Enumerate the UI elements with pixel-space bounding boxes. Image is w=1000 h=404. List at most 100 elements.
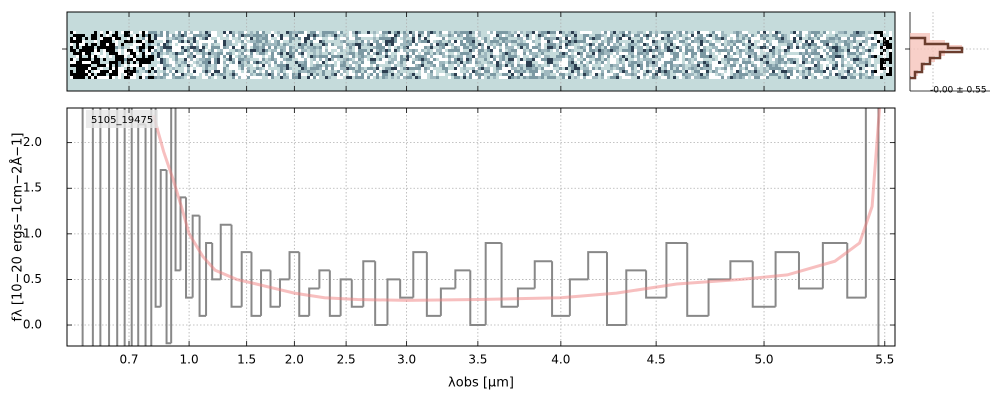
pixel bbox=[433, 49, 436, 52]
pixel bbox=[574, 55, 577, 58]
pixel bbox=[481, 31, 484, 34]
pixel bbox=[421, 70, 424, 73]
pixel bbox=[568, 37, 571, 40]
pixel bbox=[214, 55, 217, 58]
pixel bbox=[160, 43, 163, 46]
pixel bbox=[346, 70, 349, 73]
pixel bbox=[640, 73, 643, 76]
pixel bbox=[616, 61, 619, 64]
pixel bbox=[307, 67, 310, 70]
pixel bbox=[685, 73, 688, 76]
pixel bbox=[652, 70, 655, 73]
pixel bbox=[334, 31, 337, 34]
pixel bbox=[175, 76, 178, 79]
pixel bbox=[106, 34, 109, 37]
pixel bbox=[184, 43, 187, 46]
pixel bbox=[775, 73, 778, 76]
pixel bbox=[268, 61, 271, 64]
pixel bbox=[610, 43, 613, 46]
pixel bbox=[715, 67, 718, 70]
pixel bbox=[700, 73, 703, 76]
pixel bbox=[772, 64, 775, 67]
pixel bbox=[385, 73, 388, 76]
pixel bbox=[232, 40, 235, 43]
pixel bbox=[199, 64, 202, 67]
pixel bbox=[871, 67, 874, 70]
pixel bbox=[715, 58, 718, 61]
pixel bbox=[106, 49, 109, 52]
pixel bbox=[862, 70, 865, 73]
pixel bbox=[688, 58, 691, 61]
pixel bbox=[556, 58, 559, 61]
pixel bbox=[577, 67, 580, 70]
pixel bbox=[262, 46, 265, 49]
pixel bbox=[601, 43, 604, 46]
pixel bbox=[889, 40, 892, 43]
pixel bbox=[100, 34, 103, 37]
pixel bbox=[829, 31, 832, 34]
pixel bbox=[625, 70, 628, 73]
pixel bbox=[376, 31, 379, 34]
pixel bbox=[562, 61, 565, 64]
pixel bbox=[232, 70, 235, 73]
pixel bbox=[355, 55, 358, 58]
pixel bbox=[127, 52, 130, 55]
pixel bbox=[409, 46, 412, 49]
pixel bbox=[610, 58, 613, 61]
pixel bbox=[505, 67, 508, 70]
pixel bbox=[877, 46, 880, 49]
pixel bbox=[382, 43, 385, 46]
pixel bbox=[532, 61, 535, 64]
pixel bbox=[823, 46, 826, 49]
pixel bbox=[439, 49, 442, 52]
pixel bbox=[631, 40, 634, 43]
pixel bbox=[586, 31, 589, 34]
pixel bbox=[79, 64, 82, 67]
pixel bbox=[235, 61, 238, 64]
pixel bbox=[235, 40, 238, 43]
pixel bbox=[382, 64, 385, 67]
pixel bbox=[178, 46, 181, 49]
pixel bbox=[577, 40, 580, 43]
pixel bbox=[385, 58, 388, 61]
pixel bbox=[637, 40, 640, 43]
pixel bbox=[274, 67, 277, 70]
pixel bbox=[448, 73, 451, 76]
pixel bbox=[835, 76, 838, 79]
pixel bbox=[829, 76, 832, 79]
pixel bbox=[757, 73, 760, 76]
pixel bbox=[841, 61, 844, 64]
pixel bbox=[619, 67, 622, 70]
pixel bbox=[805, 76, 808, 79]
pixel bbox=[307, 31, 310, 34]
pixel bbox=[772, 49, 775, 52]
pixel bbox=[793, 52, 796, 55]
pixel bbox=[589, 40, 592, 43]
pixel bbox=[205, 64, 208, 67]
pixel bbox=[460, 49, 463, 52]
pixel bbox=[502, 34, 505, 37]
pixel bbox=[532, 76, 535, 79]
pixel bbox=[190, 64, 193, 67]
pixel bbox=[487, 61, 490, 64]
pixel bbox=[319, 64, 322, 67]
pixel bbox=[85, 31, 88, 34]
pixel bbox=[862, 40, 865, 43]
pixel bbox=[574, 34, 577, 37]
pixel bbox=[418, 58, 421, 61]
pixel bbox=[844, 43, 847, 46]
pixel bbox=[355, 67, 358, 70]
pixel bbox=[526, 58, 529, 61]
pixel bbox=[367, 70, 370, 73]
pixel bbox=[460, 46, 463, 49]
pixel bbox=[652, 40, 655, 43]
pixel bbox=[748, 64, 751, 67]
pixel bbox=[535, 55, 538, 58]
pixel bbox=[292, 76, 295, 79]
pixel bbox=[886, 40, 889, 43]
pixel bbox=[517, 34, 520, 37]
pixel bbox=[391, 55, 394, 58]
pixel bbox=[115, 40, 118, 43]
pixel bbox=[337, 40, 340, 43]
pixel bbox=[175, 49, 178, 52]
